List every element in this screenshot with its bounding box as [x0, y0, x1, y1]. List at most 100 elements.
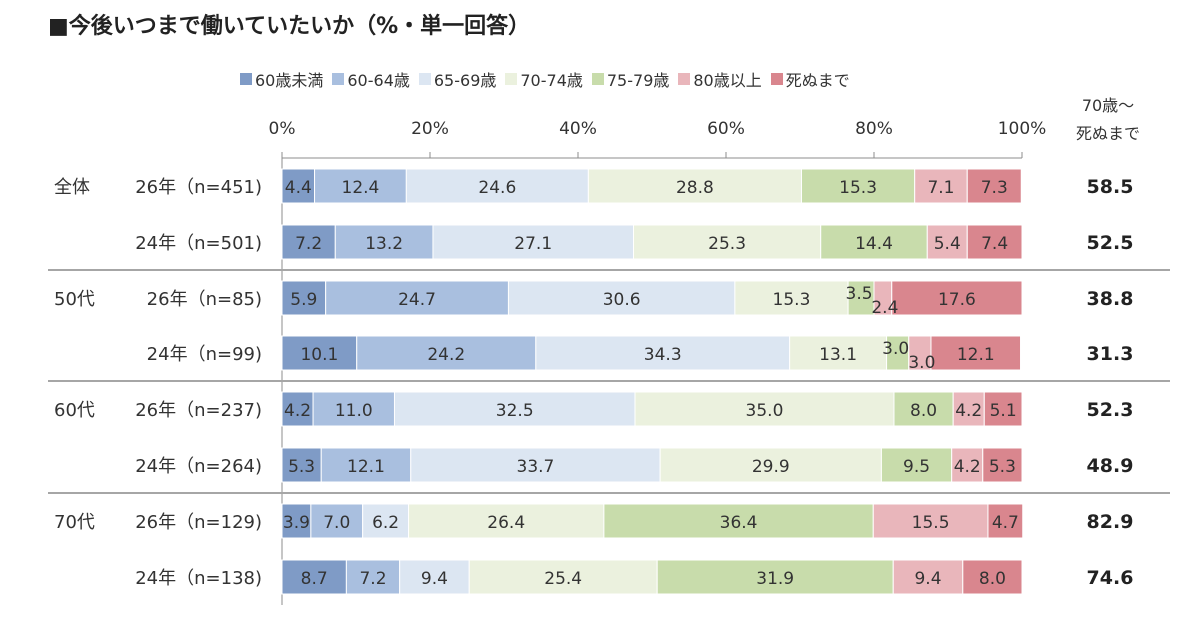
row-label: 24年（n=264): [135, 456, 262, 477]
bar-segment: [281, 559, 347, 595]
data-label: 25.4: [544, 569, 582, 589]
legend-item: 70-74歳: [505, 67, 583, 91]
row-total: 31.3: [1087, 343, 1134, 365]
bar-segment: [320, 447, 412, 483]
bar-segment: [334, 224, 434, 260]
data-label: 31.9: [756, 569, 794, 589]
data-label: 12.4: [342, 178, 380, 198]
data-label: 24.6: [478, 178, 516, 198]
data-label: 4.2: [954, 457, 981, 477]
bar-segment: [410, 447, 661, 483]
legend-label: 60歳未満: [255, 71, 324, 90]
data-label: 24.2: [427, 345, 465, 365]
bar-segment: [982, 447, 1023, 483]
bar-segment: [734, 280, 849, 316]
data-label: 8.0: [910, 401, 937, 421]
bar-segment: [281, 447, 322, 483]
group-label: 60代: [54, 400, 95, 421]
group-label: 70代: [54, 512, 95, 533]
bar-segment: [789, 335, 888, 371]
bar-segment: [930, 335, 1022, 371]
row-label: 26年（n=129): [135, 512, 262, 533]
x-tick-label: 0%: [269, 119, 296, 139]
data-label: 5.9: [290, 290, 317, 310]
data-label: 7.4: [981, 234, 1008, 254]
data-label: 32.5: [496, 401, 534, 421]
data-label: 4.7: [992, 513, 1019, 533]
bar-segment: [325, 280, 509, 316]
bar-segment: [468, 559, 658, 595]
bar-segment: [281, 280, 327, 316]
data-label: 17.6: [938, 290, 976, 310]
legend-label: 65-69歳: [433, 71, 497, 90]
data-label: 35.0: [746, 401, 784, 421]
row-total: 74.6: [1087, 567, 1134, 589]
legend-item: 死ぬまで: [770, 67, 850, 91]
legend-item: 60歳未満: [240, 67, 323, 91]
legend-item: 65-69歳: [418, 67, 497, 91]
data-label: 5.3: [288, 457, 315, 477]
data-label: 11.0: [335, 401, 373, 421]
row-label: 26年（n=85): [147, 289, 262, 310]
bar-segment: [966, 224, 1023, 260]
chart-title: ■今後いつまで働いていたいか（%・単一回答）: [48, 14, 531, 39]
data-label: 12.1: [347, 457, 385, 477]
bar-segment: [634, 391, 895, 427]
data-label: 9.4: [914, 569, 941, 589]
data-label: 5.1: [990, 401, 1017, 421]
bar-segment: [880, 447, 953, 483]
legend-swatch: [332, 73, 345, 85]
data-label: 9.4: [421, 569, 448, 589]
group-label: 全体: [54, 177, 90, 198]
row-label: 24年（n=138): [135, 568, 262, 589]
x-tick-label: 100%: [998, 119, 1047, 139]
data-label: 36.4: [720, 513, 758, 533]
bar-segment: [891, 280, 1023, 316]
legend-label: 60-64歳: [347, 71, 410, 90]
data-label: 33.7: [517, 457, 555, 477]
data-label: 7.1: [927, 178, 954, 198]
row-label: 24年（n=99): [147, 344, 262, 365]
legend-swatch: [770, 73, 783, 85]
data-label: 15.3: [773, 290, 811, 310]
bar-segment: [603, 503, 874, 539]
row-label: 26年（n=237): [135, 400, 262, 421]
total-header-line-1: 70歳～: [1081, 96, 1135, 115]
data-label: 8.0: [979, 569, 1006, 589]
data-label: 10.1: [300, 345, 338, 365]
data-label: 4.4: [285, 178, 312, 198]
bar-segment: [966, 168, 1022, 204]
data-label: 24.7: [398, 290, 436, 310]
data-label: 3.5: [846, 284, 873, 304]
data-label: 5.4: [934, 234, 961, 254]
data-label: 27.1: [514, 234, 552, 254]
chart-legend: 60歳未満 60-64歳 65-69歳 70-74歳 75-79歳 80歳以上 死ぬまで: [240, 66, 859, 92]
data-label: 25.3: [708, 234, 746, 254]
data-label: 7.3: [981, 178, 1008, 198]
legend-swatch: [591, 73, 604, 85]
data-label: 7.0: [323, 513, 350, 533]
row-total: 52.3: [1087, 399, 1134, 421]
legend-swatch: [505, 73, 518, 85]
bar-segment: [893, 391, 954, 427]
data-label: 4.2: [284, 401, 311, 421]
data-label: 3.9: [283, 513, 310, 533]
total-header-line-2: 死ぬまで: [1075, 124, 1140, 143]
data-label: 13.1: [819, 345, 857, 365]
legend-item: 60-64歳: [332, 67, 410, 91]
legend-item: 80歳以上: [678, 67, 762, 91]
data-label: 13.2: [365, 234, 403, 254]
row-total: 38.8: [1087, 288, 1134, 310]
data-label: 26.4: [487, 513, 525, 533]
bar-segment: [312, 391, 395, 427]
legend-swatch: [418, 73, 431, 85]
row-total: 82.9: [1087, 511, 1134, 533]
bar-segment: [987, 503, 1024, 539]
bar-segment: [356, 335, 537, 371]
data-label: 14.4: [855, 234, 893, 254]
bar-segment: [345, 559, 401, 595]
data-label: 12.1: [957, 345, 995, 365]
data-label: 4.2: [955, 401, 982, 421]
x-tick-label: 80%: [855, 119, 893, 139]
